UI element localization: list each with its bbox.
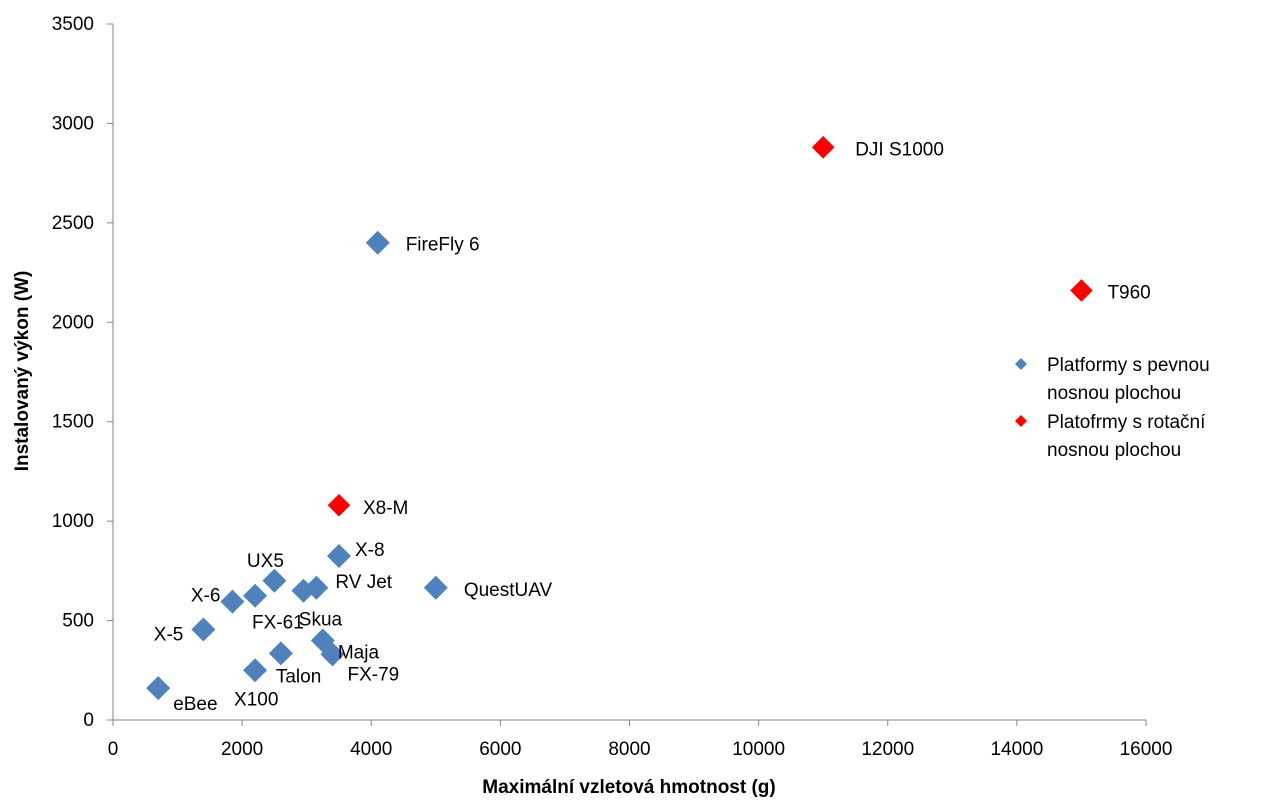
data-point-marker (243, 658, 268, 683)
y-tick-label: 1000 (52, 511, 94, 532)
x-tick-label: 16000 (1120, 739, 1173, 760)
data-point-label: FX-61 (252, 613, 304, 634)
legend-entry-text: Platofrmy s rotační (1047, 412, 1206, 433)
data-point-marker (262, 568, 287, 593)
data-point-marker (365, 230, 390, 255)
legend-marker (1015, 415, 1027, 427)
data-point-marker (191, 617, 216, 642)
data-point-label: FireFly 6 (406, 235, 480, 256)
x-tick-label: 14000 (990, 739, 1043, 760)
data-point-label: Skua (299, 610, 343, 631)
y-tick-label: 2000 (52, 312, 94, 333)
data-point-marker (146, 676, 171, 701)
axes: 0 2000 4000 6000 8000 10000 12000 14000 16000 0 50… (52, 14, 1173, 760)
data-point-label: RV Jet (335, 572, 392, 593)
data-point-marker (810, 134, 836, 160)
y-axis-title: Instalovaný výkon (W) (12, 271, 33, 472)
data-point-label: Talon (276, 666, 321, 687)
data-point-marker (326, 543, 351, 568)
y-tick-label: 1500 (52, 412, 94, 433)
data-point-label: X100 (234, 689, 278, 710)
y-tick-label: 0 (83, 710, 94, 731)
point-labels: FireFly 6 X-8 UX5 RV Jet QuestUAV X-6 SkuaFX-6… (154, 139, 1151, 715)
data-point-label: QuestUAV (464, 580, 553, 601)
legend-entry-text: Platformy s pevnou (1047, 355, 1210, 376)
data-point-label: X-5 (154, 625, 184, 646)
legend-entry-text: nosnou plochou (1047, 383, 1181, 404)
data-point-marker (291, 578, 316, 603)
x-tick-label: 0 (108, 739, 119, 760)
data-point-marker (1068, 277, 1095, 304)
data-point-label: eBee (173, 694, 217, 715)
data-points (146, 134, 1095, 701)
data-point-marker (243, 583, 268, 608)
data-point-marker (320, 642, 345, 667)
data-point-marker (326, 492, 352, 518)
data-point-label: X-6 (191, 586, 221, 607)
data-point-label: X8-M (363, 498, 408, 519)
y-tick-label: 3000 (52, 113, 94, 134)
data-point-label: X-8 (355, 540, 385, 561)
x-tick-label: 2000 (221, 739, 263, 760)
y-tick-label: 3500 (52, 14, 94, 35)
x-tick-label: 4000 (350, 739, 392, 760)
data-point-label: T960 (1107, 282, 1150, 303)
x-tick-label: 6000 (479, 739, 521, 760)
legend-marker (1015, 358, 1027, 370)
x-axis-title: Maximální vzletová hmotnost (g) (482, 777, 775, 798)
data-point-label: DJI S1000 (855, 139, 944, 160)
data-point-marker (423, 575, 448, 600)
x-tick-label: 10000 (732, 739, 785, 760)
data-point-label: FX-79 (348, 664, 400, 685)
y-tick-label: 500 (62, 611, 94, 632)
x-tick-label: 12000 (861, 739, 914, 760)
legend: Platformy s pevnou nosnou plochou Platofrm… (1015, 355, 1210, 461)
y-tick-label: 2500 (52, 213, 94, 234)
data-point-label: UX5 (247, 551, 284, 572)
data-point-marker (268, 641, 293, 666)
data-point-label: Maja (338, 642, 380, 663)
x-tick-label: 8000 (608, 739, 650, 760)
data-point-marker (220, 589, 245, 614)
legend-entry-text: nosnou plochou (1047, 440, 1181, 461)
